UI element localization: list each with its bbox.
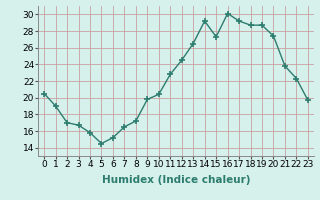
X-axis label: Humidex (Indice chaleur): Humidex (Indice chaleur) [102,175,250,185]
